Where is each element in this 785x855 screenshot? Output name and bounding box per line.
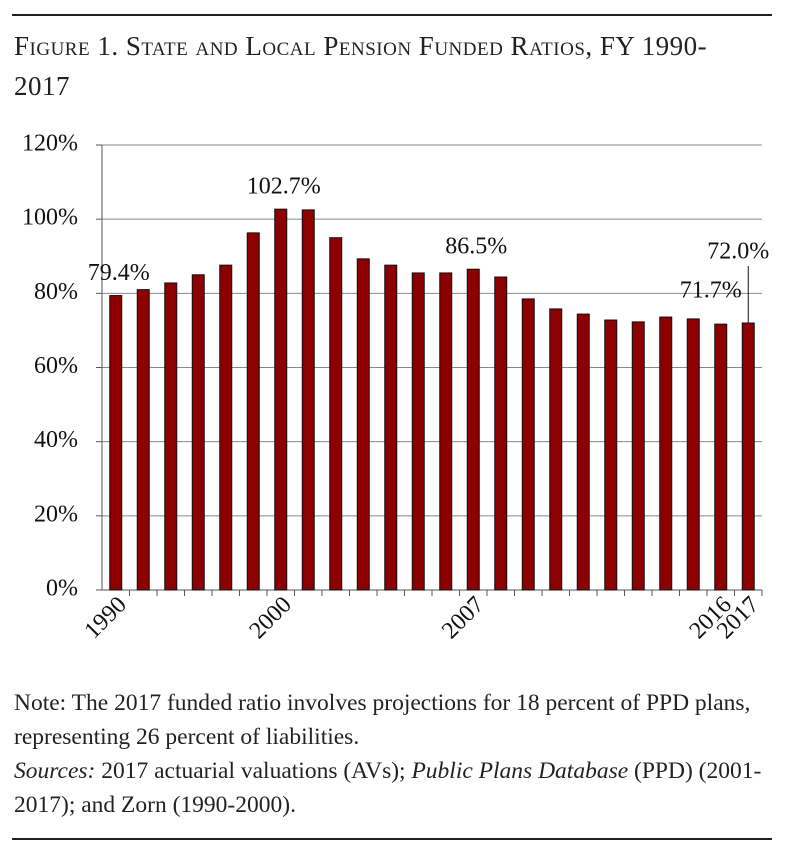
x-tick-label: 1990 [80, 592, 132, 644]
bar [521, 298, 535, 591]
sources-label: Sources: [14, 758, 96, 784]
bar [741, 322, 755, 591]
note: Note: The 2017 funded ratio involves pro… [14, 690, 751, 750]
data-label: 79.4% [88, 260, 150, 286]
bar [549, 308, 563, 591]
x-tick-label: 2007 [437, 592, 489, 644]
sources-text: (PPD) (2001-2017); and Zorn (1990-2000). [14, 758, 762, 818]
top-rule [12, 14, 772, 16]
bar [631, 321, 645, 591]
bar [659, 316, 673, 591]
bar [356, 258, 370, 591]
chart: 0% 20% 40% 60% 80% 100% 120% 1990 79.4% 2000 102.7… [22, 131, 769, 645]
bar [494, 276, 508, 591]
bar [136, 289, 150, 591]
bar [686, 318, 700, 591]
y-tick-label: 20% [34, 501, 78, 527]
bar [246, 232, 260, 591]
bottom-rule [12, 838, 772, 840]
y-tick-label: 100% [22, 205, 78, 231]
bar [109, 295, 123, 591]
data-label: 102.7% [247, 174, 321, 200]
note-block: Note: The 2017 funded ratio involves pro… [14, 686, 762, 822]
bar [219, 264, 233, 591]
bar [411, 272, 425, 591]
bar [576, 313, 590, 591]
bar [466, 268, 480, 591]
bar [384, 264, 398, 591]
y-tick-label: 80% [34, 279, 78, 305]
sources: Sources: 2017 actuarial valuations (AVs)… [14, 754, 762, 822]
data-label: 86.5% [445, 234, 507, 260]
bar [191, 274, 205, 591]
y-tick-label: 40% [34, 427, 78, 453]
y-tick-label: 120% [22, 131, 78, 157]
sources-text: 2017 actuarial valuations (AVs); [95, 758, 412, 784]
sources-title: Public Plans Database [411, 758, 629, 784]
x-tick-label: 2000 [245, 592, 297, 644]
bar [329, 237, 343, 591]
y-tick-label: 0% [46, 576, 78, 602]
data-label: 72.0% [707, 239, 769, 265]
bar [301, 209, 315, 591]
bar [439, 272, 453, 591]
bar [274, 208, 288, 591]
bar [604, 319, 618, 591]
bar [714, 323, 728, 591]
y-tick-label: 60% [34, 353, 78, 379]
chart-title: Figure 1. State and Local Pension Funded… [14, 31, 708, 101]
data-label: 71.7% [680, 278, 742, 304]
bar [164, 282, 178, 591]
